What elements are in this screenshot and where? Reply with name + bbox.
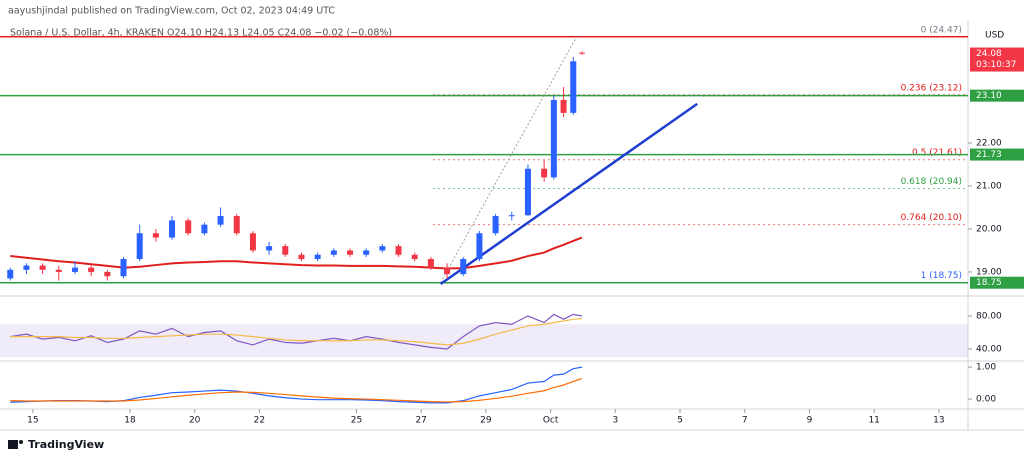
indicator-line	[10, 317, 583, 346]
x-tick-label: 3	[612, 416, 618, 426]
candle-body	[282, 246, 289, 255]
candle-body	[560, 99, 567, 113]
price-tag	[970, 276, 1024, 289]
candle-body	[347, 250, 354, 255]
fib-label: 0.618 (20.94)	[901, 177, 962, 187]
candle-body	[476, 233, 483, 260]
candle-body	[330, 250, 337, 255]
unit: USD	[985, 31, 1004, 41]
fib-label: 0.236 (23.12)	[901, 83, 962, 93]
fib-label: 0.5 (21.61)	[912, 148, 962, 158]
candle-body	[395, 246, 402, 255]
ema-line	[10, 236, 583, 270]
indicator-line	[10, 313, 583, 350]
brand: TradingView	[28, 438, 104, 451]
publisher: aayushjindal published on TradingView.co…	[8, 6, 335, 17]
rsi-band	[0, 324, 968, 358]
candle-body	[266, 246, 273, 251]
candle-body	[379, 246, 386, 251]
price-tag-label: 21.73	[976, 150, 1002, 160]
price-tag-label: 18.75	[976, 278, 1002, 288]
candle-body	[524, 168, 531, 216]
price-tag	[970, 89, 1024, 102]
candle-body	[201, 224, 208, 234]
candle-body	[550, 99, 557, 178]
candle-body	[120, 259, 127, 277]
y-tick-label: 19.00	[976, 267, 1002, 277]
candle-body	[217, 216, 224, 225]
price-tag	[970, 148, 1024, 161]
fib-label: 0.764 (20.10)	[901, 213, 962, 223]
candle-body	[578, 52, 585, 54]
indicator-line	[10, 378, 583, 403]
candle-body	[136, 233, 143, 260]
y-tick-label: 40.00	[976, 345, 1002, 355]
candle-body	[570, 61, 577, 113]
candle-body	[249, 233, 256, 251]
candle-body	[444, 267, 451, 275]
candle-body	[23, 265, 30, 270]
fib-range	[440, 36, 577, 283]
price-tag	[970, 47, 1024, 72]
y-tick-label: 1.00	[976, 363, 996, 373]
candle-body	[460, 259, 467, 275]
x-tick-label: 13	[933, 416, 944, 426]
logo	[8, 440, 23, 449]
x-tick-label: 5	[677, 416, 683, 426]
x-tick-label: 20	[189, 416, 201, 426]
candle-body	[104, 271, 111, 277]
candle-body	[508, 215, 515, 217]
x-tick-label: 27	[415, 416, 426, 426]
x-tick-label: 15	[27, 416, 38, 426]
symbol-info: Solana / U.S. Dollar, 4h, KRAKEN O24.10 …	[10, 28, 392, 39]
y-tick-label: 20.00	[976, 224, 1002, 234]
x-tick-label: 9	[807, 416, 813, 426]
candle-body	[314, 254, 321, 260]
x-tick-label: 18	[124, 416, 136, 426]
candle-body	[492, 216, 499, 234]
candle-body	[427, 259, 434, 268]
candle-body	[39, 265, 46, 270]
candle-body	[298, 254, 305, 260]
x-tick-label: Oct	[543, 416, 559, 426]
countdown: 03:10:37	[976, 60, 1016, 70]
trendline	[439, 102, 698, 286]
candle-body	[71, 267, 78, 272]
price-tag-label: 24.08	[976, 49, 1002, 59]
y-tick-label: 21.00	[976, 181, 1002, 191]
fib-label: 1 (18.75)	[921, 271, 962, 281]
y-tick-label: 0.00	[976, 395, 996, 405]
candle-body	[233, 216, 240, 234]
candle-body	[363, 250, 370, 255]
y-tick-label: 22.00	[976, 138, 1002, 148]
candle-body	[7, 269, 14, 279]
y-tick-label: 80.00	[976, 312, 1002, 322]
candle-body	[185, 220, 192, 234]
x-tick-label: 29	[480, 416, 492, 426]
candle-body	[55, 269, 62, 272]
x-tick-label: 11	[868, 416, 879, 426]
x-tick-label: 22	[254, 416, 265, 426]
candle-body	[541, 168, 548, 178]
x-tick-label: 7	[742, 416, 748, 426]
candle-body	[411, 254, 418, 260]
candle-body	[152, 233, 159, 238]
candle-body	[88, 267, 95, 272]
fib-label: 0 (24.47)	[921, 25, 962, 35]
x-tick-label: 25	[351, 416, 362, 426]
candle-body	[169, 220, 176, 238]
price-tag-label: 23.10	[976, 91, 1002, 101]
